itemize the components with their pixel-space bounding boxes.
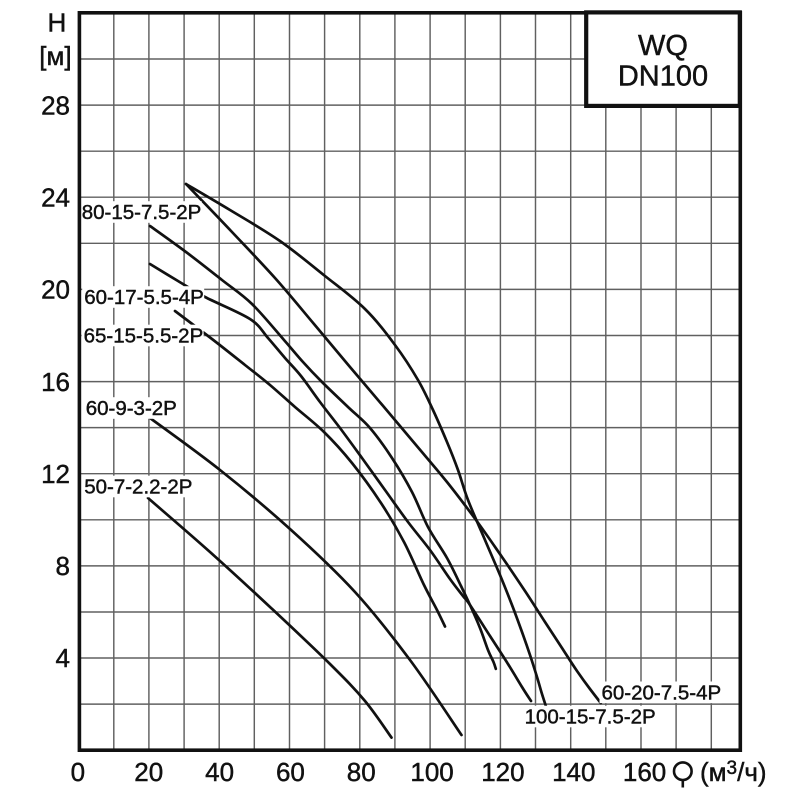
svg-text:0: 0 bbox=[71, 757, 85, 787]
svg-text:H: H bbox=[48, 8, 67, 38]
svg-text:12: 12 bbox=[41, 459, 70, 489]
svg-text:100: 100 bbox=[410, 757, 453, 787]
svg-text:16: 16 bbox=[41, 367, 70, 397]
svg-text:40: 40 bbox=[205, 757, 234, 787]
svg-text:50-7-2.2-2P: 50-7-2.2-2P bbox=[84, 476, 192, 499]
svg-text:24: 24 bbox=[41, 182, 70, 212]
svg-text:8: 8 bbox=[56, 551, 70, 581]
svg-text:140: 140 bbox=[552, 757, 595, 787]
svg-text:4: 4 bbox=[56, 643, 70, 673]
svg-text:DN100: DN100 bbox=[618, 61, 708, 93]
svg-text:WQ: WQ bbox=[638, 30, 688, 62]
svg-text:160: 160 bbox=[623, 757, 666, 787]
svg-text:120: 120 bbox=[481, 757, 524, 787]
svg-text:20: 20 bbox=[41, 275, 70, 305]
svg-text:[м]: [м] bbox=[39, 41, 71, 71]
svg-text:80-15-7.5-2P: 80-15-7.5-2P bbox=[82, 201, 202, 224]
svg-text:60-20-7.5-4P: 60-20-7.5-4P bbox=[602, 681, 722, 704]
svg-text:20: 20 bbox=[134, 757, 163, 787]
svg-text:60: 60 bbox=[276, 757, 305, 787]
svg-text:60-17-5.5-4P: 60-17-5.5-4P bbox=[84, 286, 204, 309]
svg-text:65-15-5.5-2P: 65-15-5.5-2P bbox=[84, 325, 204, 348]
svg-text:100-15-7.5-2P: 100-15-7.5-2P bbox=[525, 706, 656, 729]
svg-text:28: 28 bbox=[41, 90, 70, 120]
svg-text:60-9-3-2P: 60-9-3-2P bbox=[86, 397, 177, 420]
svg-text:80: 80 bbox=[347, 757, 376, 787]
